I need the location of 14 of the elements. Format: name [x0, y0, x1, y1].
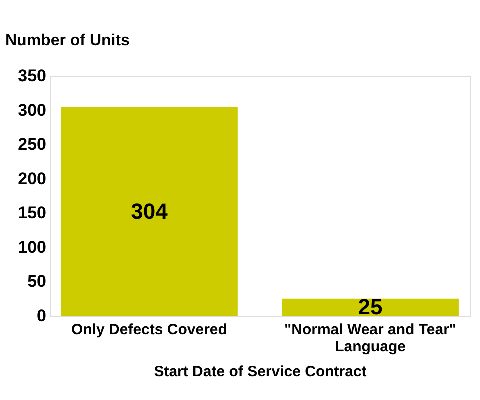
y-tick-label: 350: [18, 66, 46, 86]
y-tick-label: 250: [18, 135, 46, 154]
y-tick-label: 50: [28, 272, 46, 292]
data-label: 304: [131, 198, 169, 224]
x-axis-title: Start Date of Service Contract: [154, 364, 367, 380]
y-tick-label: 0: [37, 306, 46, 326]
x-tick-label: "Normal Wear and Tear" Language: [284, 322, 457, 356]
y-tick-label: 300: [18, 100, 46, 120]
y-tick-label: 100: [18, 238, 46, 257]
y-tick-label: 200: [18, 169, 46, 188]
data-label: 25: [358, 294, 383, 320]
x-tick-label: Only Defects Covered: [72, 322, 228, 338]
y-tick-label: 150: [18, 204, 46, 223]
y-axis-title: Number of Units: [6, 32, 130, 50]
